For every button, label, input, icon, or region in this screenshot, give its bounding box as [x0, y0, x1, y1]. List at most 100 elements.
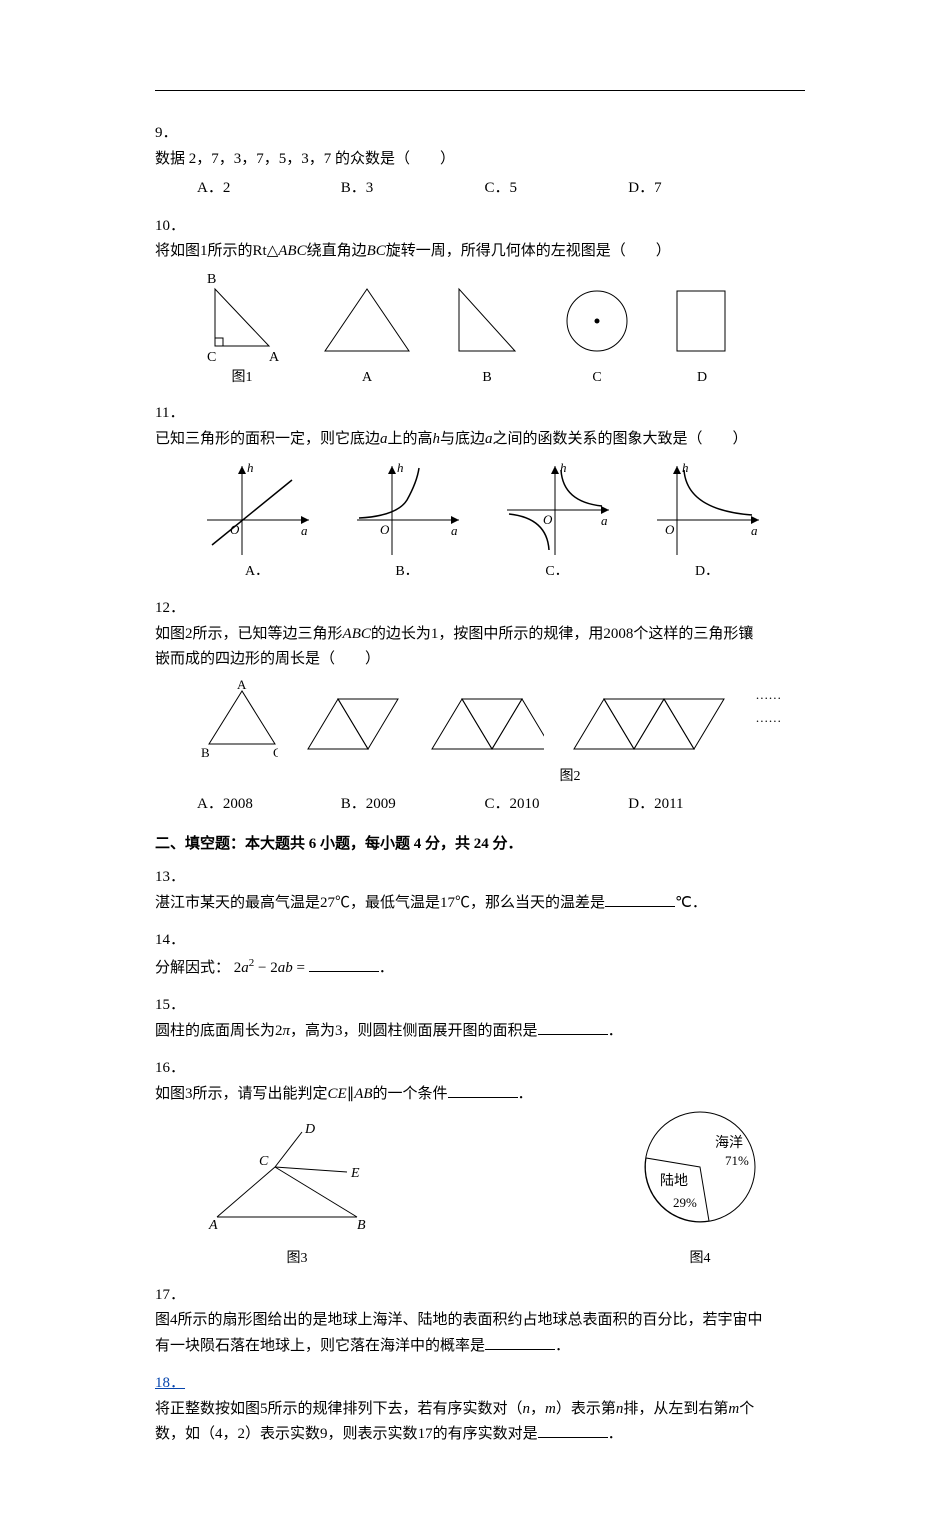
- rectangle-icon: [667, 281, 737, 366]
- q14-expr: 2a2 − 2ab =: [234, 960, 305, 976]
- q13-number: 13．: [155, 865, 194, 891]
- question-15: 15． 圆柱的底面周长为2π，高为3，则圆柱侧面展开图的面积是．: [155, 993, 805, 1044]
- graph-exp-icon: h a O: [347, 460, 467, 560]
- q9-number: 9．: [155, 121, 194, 147]
- svg-text:O: O: [665, 522, 675, 537]
- q15-number: 15．: [155, 993, 194, 1019]
- svg-text:A: A: [208, 1218, 218, 1233]
- q9-optB: B．3: [341, 176, 481, 202]
- q12-tri4-icon: [569, 689, 731, 759]
- svg-text:a: a: [601, 513, 608, 528]
- q18-link[interactable]: 18．: [155, 1375, 185, 1391]
- q9-optD: D．7: [628, 176, 768, 202]
- q16-blank: [448, 1082, 518, 1098]
- fig3: A B C D E 图3: [197, 1117, 397, 1270]
- svg-text:B: B: [357, 1218, 366, 1233]
- q9-text: 数据 2，7，3，7，5，3，7 的众数是（ ）: [155, 147, 763, 173]
- q17-number: 17．: [155, 1283, 194, 1309]
- q12-optA: A．2008: [197, 792, 337, 818]
- q11-graphs: h a O A． h a O B． h: [155, 460, 805, 584]
- right-triangle-icon: [447, 281, 527, 366]
- q11C-cap: C．: [497, 560, 617, 584]
- q13-blank: [605, 891, 675, 907]
- q9-data: 2，7，3，7，5，3，7: [189, 151, 332, 167]
- question-17: 17． 图4所示的扇形图给出的是地球上海洋、陆地的表面积约占地球总表面积的百分比…: [155, 1283, 805, 1360]
- q11-number: 11．: [155, 401, 194, 427]
- svg-text:E: E: [350, 1166, 360, 1181]
- q16-figures: A B C D E 图3 海洋 71% 陆地 29% 图4: [155, 1107, 805, 1270]
- q18-number: 18．: [155, 1371, 194, 1397]
- q12-figures: A B C …… ……: [155, 679, 805, 759]
- q14-number: 14．: [155, 928, 194, 954]
- q17-text: 图4所示的扇形图给出的是地球上海洋、陆地的表面积约占地球总表面积的百分比，若宇宙…: [155, 1308, 763, 1359]
- svg-text:71%: 71%: [725, 1153, 749, 1168]
- graph-two-branch-icon: h a O: [497, 460, 617, 560]
- svg-text:C: C: [259, 1154, 269, 1169]
- q11-graphA: h a O A．: [197, 460, 317, 584]
- q10-optA-fig: A: [317, 281, 417, 390]
- q17-blank: [485, 1334, 555, 1350]
- question-14: 14． 分解因式： 2a2 − 2ab = ．: [155, 928, 805, 981]
- q10-triangle-icon: B C A: [197, 271, 287, 366]
- svg-text:O: O: [380, 522, 390, 537]
- q16-text: 如图3所示，请写出能判定CE∥AB的一个条件．: [155, 1082, 763, 1108]
- q11-graphB: h a O B．: [347, 460, 467, 584]
- section-2-title: 二、填空题：本大题共 6 小题，每小题 4 分，共 24 分．: [155, 832, 805, 858]
- graph-inverse-icon: h a O: [647, 460, 767, 560]
- fig3-icon: A B C D E: [197, 1117, 397, 1237]
- svg-text:a: a: [751, 523, 758, 538]
- q14-blank: [309, 956, 379, 972]
- q12-number: 12．: [155, 596, 194, 622]
- svg-text:海洋: 海洋: [715, 1135, 743, 1151]
- q9-t1: 数据: [155, 151, 185, 167]
- question-9: 9． 数据 2，7，3，7，5，3，7 的众数是（ ） A．2 B．3 C．5 …: [155, 121, 805, 202]
- question-11: 11． 已知三角形的面积一定，则它底边a上的高h与底边a之间的函数关系的图象大致…: [155, 401, 805, 584]
- question-10: 10． 将如图1所示的Rt△ABC绕直角边BC旋转一周，所得几何体的左视图是（ …: [155, 214, 805, 390]
- svg-text:B: B: [201, 745, 210, 759]
- q12-optC: C．2010: [485, 792, 625, 818]
- q11D-cap: D．: [647, 560, 767, 584]
- q12-optB: B．2009: [341, 792, 481, 818]
- q12-tri1-icon: A B C: [197, 679, 278, 759]
- q11-text: 已知三角形的面积一定，则它底边a上的高h与底边a之间的函数关系的图象大致是（ ）: [155, 427, 763, 453]
- q10-optB-fig: B: [447, 281, 527, 390]
- q13-text: 湛江市某天的最高气温是27℃，最低气温是17℃，那么当天的温差是℃．: [155, 891, 763, 917]
- svg-text:C: C: [207, 350, 216, 365]
- q18-text: 将正整数按如图5所示的规律排列下去，若有序实数对（n，m）表示第n排，从左到右第…: [155, 1397, 763, 1448]
- q11-graphD: h a O D．: [647, 460, 767, 584]
- svg-text:29%: 29%: [673, 1195, 697, 1210]
- q9-optC: C．5: [485, 176, 625, 202]
- fig4-cap: 图4: [625, 1247, 775, 1271]
- q10-fig1: B C A 图1: [197, 271, 287, 390]
- q11A-cap: A．: [197, 560, 317, 584]
- q14-text: 分解因式： 2a2 − 2ab = ．: [155, 954, 763, 982]
- q10-optD-fig: D: [667, 281, 737, 390]
- question-12: 12． 如图2所示，已知等边三角形ABC的边长为1，按图中所示的规律，用2008…: [155, 596, 805, 818]
- q15-text: 圆柱的底面周长为2π，高为3，则圆柱侧面展开图的面积是．: [155, 1019, 763, 1045]
- q12-options: A．2008 B．2009 C．2010 D．2011: [155, 792, 805, 818]
- svg-text:D: D: [304, 1122, 315, 1137]
- q15-blank: [538, 1019, 608, 1035]
- svg-text:h: h: [397, 460, 404, 475]
- fig3-cap: 图3: [197, 1247, 397, 1271]
- q16-number: 16．: [155, 1056, 194, 1082]
- q11-graphC: h a O C．: [497, 460, 617, 584]
- q18-blank: [538, 1422, 608, 1438]
- svg-text:A: A: [269, 350, 280, 365]
- q15-2pi: 2π: [275, 1023, 290, 1039]
- svg-text:B: B: [207, 272, 216, 287]
- svg-text:C: C: [273, 745, 278, 759]
- q9-t2: 的众数是（ ）: [335, 151, 455, 167]
- svg-text:陆地: 陆地: [660, 1173, 688, 1189]
- q10-figures: B C A 图1 A B C D: [155, 271, 805, 390]
- q9-optA: A．2: [197, 176, 337, 202]
- question-16: 16． 如图3所示，请写出能判定CE∥AB的一个条件． A B C D E 图3: [155, 1056, 805, 1270]
- q10-number: 10．: [155, 214, 194, 240]
- q12-optD: D．2011: [628, 792, 768, 818]
- q12-text: 如图2所示，已知等边三角形ABC的边长为1，按图中所示的规律，用2008个这样的…: [155, 622, 763, 673]
- q11B-cap: B．: [347, 560, 467, 584]
- svg-text:h: h: [247, 460, 254, 475]
- q12-dots: …… ……: [755, 684, 805, 758]
- question-13: 13． 湛江市某天的最高气温是27℃，最低气温是17℃，那么当天的温差是℃．: [155, 865, 805, 916]
- question-18: 18． 将正整数按如图5所示的规律排列下去，若有序实数对（n，m）表示第n排，从…: [155, 1371, 805, 1448]
